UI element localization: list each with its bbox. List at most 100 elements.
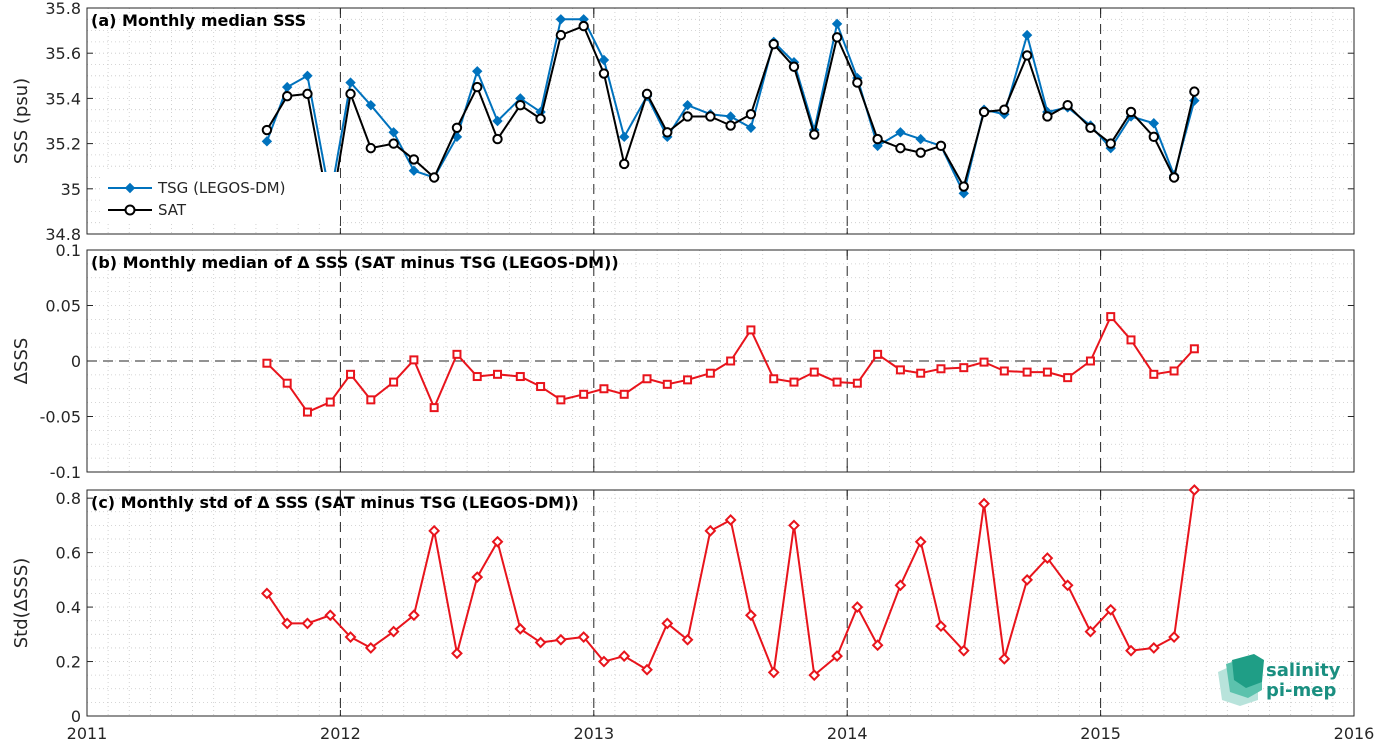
data-point: [745, 122, 757, 133]
data-point: [895, 142, 906, 154]
data-point: [389, 377, 399, 387]
data-point: [409, 355, 419, 365]
data-point: [1042, 367, 1052, 377]
y-axis-label: Std(ΔSSS): [11, 558, 32, 649]
y-tick-label: -0.1: [50, 463, 81, 482]
data-point: [935, 140, 947, 152]
legend-background: [100, 172, 340, 224]
data-point: [725, 111, 736, 122]
data-point: [705, 111, 716, 122]
data-point: [365, 99, 377, 111]
data-point: [1188, 484, 1201, 496]
y-tick-label: 34.8: [45, 225, 81, 244]
data-point: [472, 66, 483, 77]
data-point: [662, 127, 673, 138]
data-point: [325, 397, 335, 407]
data-point: [704, 524, 717, 537]
logo-line1: salinity: [1266, 660, 1341, 681]
data-point: [768, 38, 779, 50]
data-point: [451, 122, 463, 133]
data-point: [872, 133, 883, 145]
data-point: [682, 99, 693, 111]
data-point: [1168, 172, 1180, 183]
y-axis-label: ΔSSS: [11, 338, 32, 385]
data-point: [683, 375, 693, 385]
data-point: [1189, 344, 1199, 354]
data-point: [514, 622, 527, 635]
data-point: [1085, 122, 1096, 133]
data-point: [916, 368, 926, 378]
data-point: [577, 631, 590, 643]
x-tick-label: 2013: [573, 724, 614, 743]
data-point: [1021, 50, 1033, 61]
data-point: [999, 366, 1009, 376]
data-point: [831, 650, 843, 663]
data-point: [554, 633, 567, 646]
data-point: [1189, 86, 1200, 97]
data-point: [492, 133, 503, 145]
data-point: [1147, 642, 1160, 654]
data-point: [451, 647, 463, 660]
data-point: [535, 113, 546, 124]
data-point: [346, 369, 356, 379]
data-point: [555, 14, 567, 25]
data-point: [1061, 579, 1074, 592]
panel-b: -0.1 -0.05 0 0.05 0.1 ΔSSS (b) Monthly median …: [11, 241, 1355, 482]
panel-c: 0 0.2 0.4 0.6 0.8 2011 2012 2013 2014 2015 2016 Std…: [11, 484, 1375, 743]
series-line: [265, 18, 1196, 199]
data-point: [428, 172, 440, 183]
data-point: [261, 136, 273, 147]
data-point: [365, 142, 377, 154]
panel-title: (a) Monthly median SSS: [91, 11, 306, 30]
data-point: [491, 535, 504, 548]
data-point: [1126, 335, 1136, 345]
y-tick-label: 0: [71, 352, 81, 371]
data-point: [281, 90, 293, 102]
data-point: [534, 636, 547, 649]
data-point: [831, 32, 843, 43]
data-point: [1084, 625, 1097, 638]
data-point: [1063, 373, 1073, 383]
data-point: [302, 70, 313, 82]
data-point: [915, 133, 926, 145]
data-point: [744, 609, 757, 622]
data-point: [705, 368, 715, 378]
data-point: [724, 514, 737, 526]
data-point: [957, 644, 970, 657]
data-point: [852, 77, 863, 88]
data-point: [1125, 106, 1137, 118]
data-point: [578, 20, 589, 32]
data-point: [281, 81, 293, 93]
data-point: [556, 395, 566, 405]
axes-box: [86, 7, 1355, 235]
x-tick-label: 2016: [1334, 724, 1375, 743]
data-point: [726, 356, 736, 366]
data-point: [894, 579, 907, 592]
salinity-pi-mep-logo: salinity pi-mep: [1218, 654, 1341, 706]
data-point: [471, 571, 484, 584]
data-point: [1062, 99, 1073, 111]
y-tick-label: 35.4: [45, 89, 81, 108]
data-point: [851, 601, 864, 613]
data-point: [958, 181, 969, 192]
data-point: [745, 109, 757, 120]
data-point: [555, 29, 567, 41]
data-point: [472, 372, 482, 382]
data-point: [999, 104, 1010, 115]
data-point: [345, 88, 356, 100]
data-point: [1125, 644, 1137, 657]
logo-line2: pi-mep: [1266, 680, 1336, 701]
y-tick-label: 0.2: [56, 653, 81, 672]
data-point: [767, 666, 780, 679]
data-point: [979, 357, 989, 367]
data-point: [1085, 356, 1095, 366]
data-point: [915, 147, 926, 158]
data-point: [599, 384, 609, 394]
data-point: [681, 633, 694, 646]
y-tick-label: 0.4: [56, 598, 81, 617]
legend-sat-label: SAT: [158, 201, 187, 219]
data-point: [598, 68, 610, 79]
data-point: [452, 349, 462, 359]
data-point: [261, 124, 273, 136]
